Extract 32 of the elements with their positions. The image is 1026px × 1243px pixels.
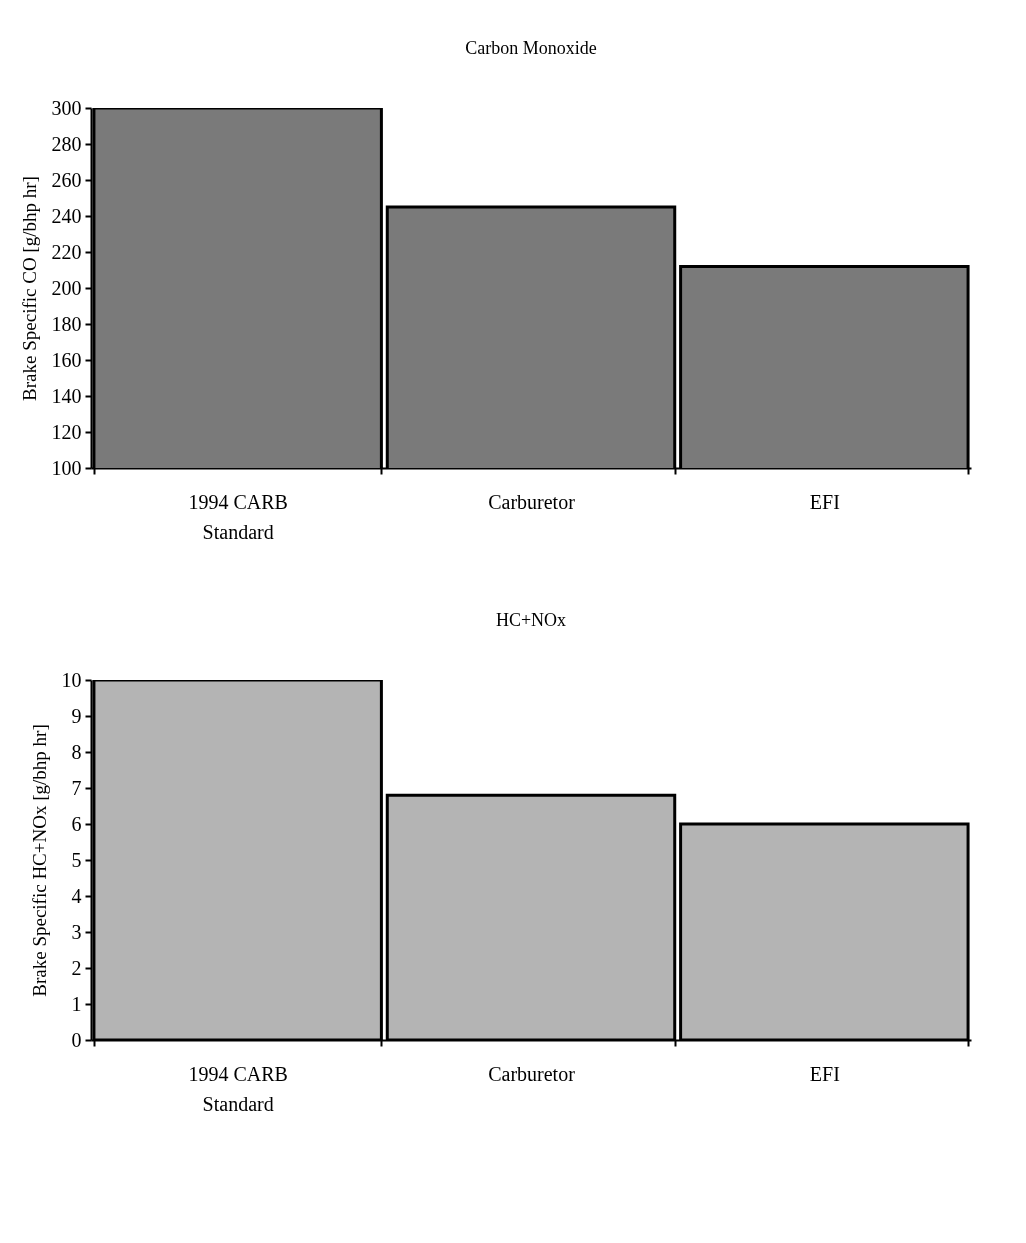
y-tick-label: 4 (71, 884, 82, 907)
y-tick-label: 300 (51, 96, 82, 119)
y-tick-label: 180 (51, 312, 82, 335)
chart-title: Carbon Monoxide (465, 38, 597, 58)
y-tick-label: 3 (71, 920, 82, 943)
y-tick-label: 5 (71, 848, 82, 871)
x-tick-label: EFI (809, 1062, 840, 1085)
y-tick-label: 140 (51, 384, 82, 407)
y-tick-label: 260 (51, 168, 82, 191)
y-tick-label: 100 (51, 456, 82, 479)
y-tick-label: 9 (71, 704, 82, 727)
y-tick-label: 1 (71, 992, 82, 1015)
y-tick-label: 0 (71, 1028, 82, 1051)
y-tick-label: 8 (71, 740, 82, 763)
y-tick-label: 7 (71, 776, 82, 799)
y-axis-title: Brake Specific CO [g/bhp hr] (18, 176, 40, 401)
x-tick-label: Carburetor (488, 1062, 576, 1085)
y-tick-label: 160 (51, 348, 82, 371)
x-tick-label: 1994 CARB Standard (188, 1062, 288, 1115)
y-tick-label: 120 (51, 420, 82, 443)
y-tick-label: 240 (51, 204, 82, 227)
x-tick-label: 1994 CARB Standard (188, 490, 288, 543)
chart-title: HC+NOx (495, 610, 567, 630)
y-tick-label: 220 (51, 240, 82, 263)
x-tick-label: EFI (809, 490, 840, 513)
y-tick-label: 6 (71, 812, 82, 835)
y-tick-label: 10 (61, 668, 82, 691)
y-tick-label: 2 (71, 956, 82, 979)
y-tick-label: 200 (51, 276, 82, 299)
y-axis-title: Brake Specific HC+NOx [g/bhp hr] (28, 724, 50, 997)
y-tick-label: 280 (51, 132, 82, 155)
x-tick-label: Carburetor (488, 490, 576, 513)
